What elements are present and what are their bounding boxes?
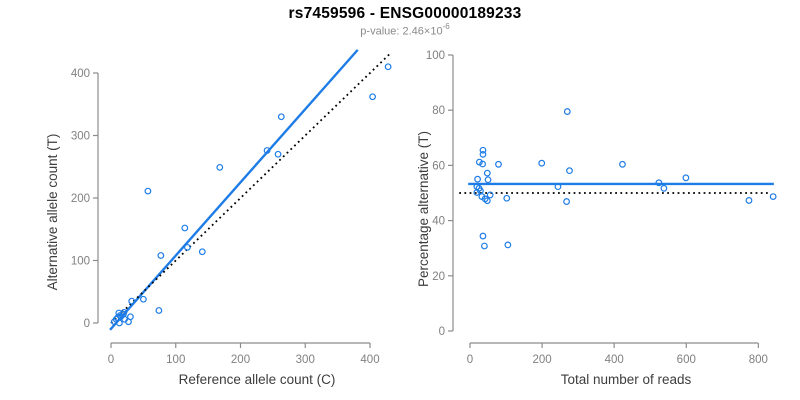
data-point — [139, 295, 147, 303]
data-point — [483, 197, 491, 205]
x-axis-title: Reference allele count (C) — [179, 372, 336, 387]
data-point — [198, 248, 206, 256]
pvalue-subtitle: p-value: 2.46×10-6 — [10, 22, 800, 38]
y-tick-label: 400 — [71, 68, 90, 80]
data-point — [554, 183, 562, 191]
data-point — [563, 198, 571, 205]
data-point — [504, 241, 512, 249]
y-axis-title: Percentage alternative (T) — [416, 131, 431, 287]
y-tick-label: 0 — [439, 326, 445, 338]
data-point — [481, 242, 488, 250]
data-point — [655, 179, 663, 187]
data-point — [181, 224, 189, 232]
y-axis-title: Alternative allele count (T) — [45, 134, 60, 291]
fit-line — [109, 49, 359, 331]
x-tick-label: 400 — [360, 354, 379, 366]
data-point — [682, 174, 690, 182]
data-point — [479, 146, 487, 154]
right-plot: 0 200 400 600 800 0 20 40 60 80 100 Total number of… — [416, 50, 777, 387]
data-point — [483, 169, 491, 177]
pvalue-exponent: -6 — [442, 22, 450, 31]
y-tick-label: 40 — [432, 216, 445, 228]
data-point — [127, 313, 134, 321]
data-point — [474, 175, 481, 183]
y-tick-label: 80 — [432, 105, 445, 117]
data-point — [216, 163, 224, 171]
data-point — [473, 189, 481, 196]
y-tick-label: 60 — [432, 160, 445, 172]
figure-title: rs7459596 - ENSG00000189233 — [288, 5, 522, 22]
data-point — [184, 243, 191, 251]
data-point — [120, 308, 128, 316]
x-tick-label: 100 — [166, 354, 185, 366]
x-tick-label: 600 — [677, 354, 696, 366]
y-tick-label: 200 — [71, 193, 90, 205]
y-tick-label: 0 — [84, 318, 90, 330]
y-tick-label: 100 — [71, 256, 90, 268]
data-point — [155, 307, 163, 314]
data-point — [479, 232, 487, 240]
data-point — [503, 194, 511, 202]
left-plot: 0 100 200 300 400 0 100 200 300 400 Reference alle… — [45, 49, 392, 387]
y-tick-label: 100 — [426, 50, 445, 62]
y-tick-label: 20 — [432, 271, 445, 283]
data-point — [619, 160, 626, 168]
data-point — [538, 159, 546, 167]
data-point — [369, 93, 376, 101]
x-axis-title: Total number of reads — [561, 372, 692, 387]
x-tick-label: 400 — [605, 354, 624, 366]
data-point — [128, 297, 136, 305]
x-tick-label: 800 — [749, 354, 768, 366]
data-point — [157, 252, 165, 259]
x-tick-label: 200 — [231, 354, 250, 366]
y-tick-label: 300 — [71, 131, 90, 143]
x-tick-label: 200 — [532, 354, 551, 366]
identity-line — [110, 53, 391, 324]
data-point — [566, 167, 573, 175]
data-point — [479, 160, 487, 168]
data-point — [384, 63, 392, 71]
data-point — [116, 319, 123, 327]
data-point — [144, 187, 152, 195]
data-point — [263, 147, 271, 154]
data-point — [769, 193, 777, 200]
pvalue-text: p-value: 2.46×10 — [360, 25, 443, 38]
data-point — [484, 176, 492, 184]
data-point — [277, 113, 285, 121]
data-point — [495, 160, 502, 168]
x-tick-label: 300 — [296, 354, 315, 366]
data-point — [486, 191, 494, 199]
data-point — [660, 184, 668, 192]
data-point — [563, 108, 571, 115]
x-tick-label: 0 — [108, 354, 114, 366]
x-tick-label: 0 — [467, 354, 473, 366]
data-point — [745, 197, 753, 204]
data-point — [479, 150, 487, 158]
data-point — [274, 150, 282, 158]
